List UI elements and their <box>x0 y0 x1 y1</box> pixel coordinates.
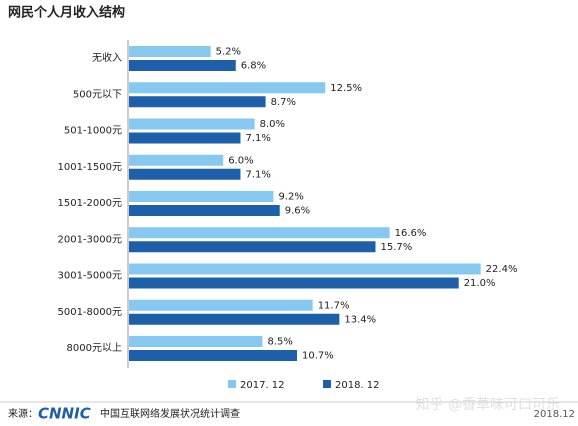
bar <box>129 191 274 202</box>
value-label: 22.4% <box>486 264 518 275</box>
y-tick-label: 8000元以上 <box>67 342 122 354</box>
bar <box>129 299 313 311</box>
bar <box>129 96 266 108</box>
bar <box>129 46 211 57</box>
y-tick-label: 501-1000元 <box>64 126 122 137</box>
source: 中国互联网络发展状况统计调查 <box>100 407 240 420</box>
value-label: 21.0% <box>464 278 496 289</box>
legend-label: 2017. 12 <box>240 380 285 391</box>
bar <box>129 168 241 180</box>
value-label: 7.1% <box>245 133 270 144</box>
chart-title: 网民个人月收入结构 <box>8 5 125 21</box>
value-label: 12.5% <box>330 83 362 94</box>
value-label: 9.2% <box>278 192 303 203</box>
value-label: 8.5% <box>267 337 292 348</box>
value-label: 11.7% <box>318 300 350 311</box>
bar <box>129 154 224 166</box>
bar <box>129 132 241 144</box>
y-tick-label: 2001-3000元 <box>57 234 122 245</box>
legend-swatch <box>228 380 236 388</box>
watermark: 知乎 @香草味可口可乐 <box>416 396 560 413</box>
source-label: 来源： <box>8 407 38 420</box>
bar <box>129 277 459 289</box>
legend-swatch <box>323 380 331 388</box>
value-label: 13.4% <box>344 314 376 325</box>
y-tick-label: 500元以下 <box>73 89 122 100</box>
value-label: 15.7% <box>380 242 412 253</box>
value-label: 8.7% <box>271 97 296 108</box>
bar <box>129 60 236 71</box>
value-label: 9.6% <box>285 206 310 217</box>
date: 2018.12 <box>534 409 575 420</box>
value-label: 5.2% <box>216 47 241 58</box>
value-label: 6.0% <box>228 155 253 166</box>
bar <box>129 263 481 275</box>
bar <box>129 118 255 130</box>
bar <box>129 313 340 325</box>
y-tick-label: 5001-8000元 <box>57 307 122 318</box>
bar <box>129 350 297 361</box>
value-label: 6.8% <box>241 61 266 72</box>
value-label: 10.7% <box>302 351 334 362</box>
y-tick-label: 3001-5000元 <box>57 271 122 282</box>
y-tick-label: 1501-2000元 <box>57 198 122 209</box>
bar <box>129 82 326 94</box>
value-label: 16.6% <box>395 228 427 239</box>
y-tick-label: 1001-1500元 <box>57 162 122 173</box>
bar <box>129 205 280 216</box>
y-tick-label: 无收入 <box>92 51 122 64</box>
bar <box>129 241 376 253</box>
bar <box>129 227 390 239</box>
bar <box>129 336 263 347</box>
value-label: 8.0% <box>260 119 285 130</box>
value-label: 7.1% <box>245 169 270 180</box>
source-logo: CNNIC <box>38 405 91 423</box>
legend-label: 2018. 12 <box>335 380 380 391</box>
